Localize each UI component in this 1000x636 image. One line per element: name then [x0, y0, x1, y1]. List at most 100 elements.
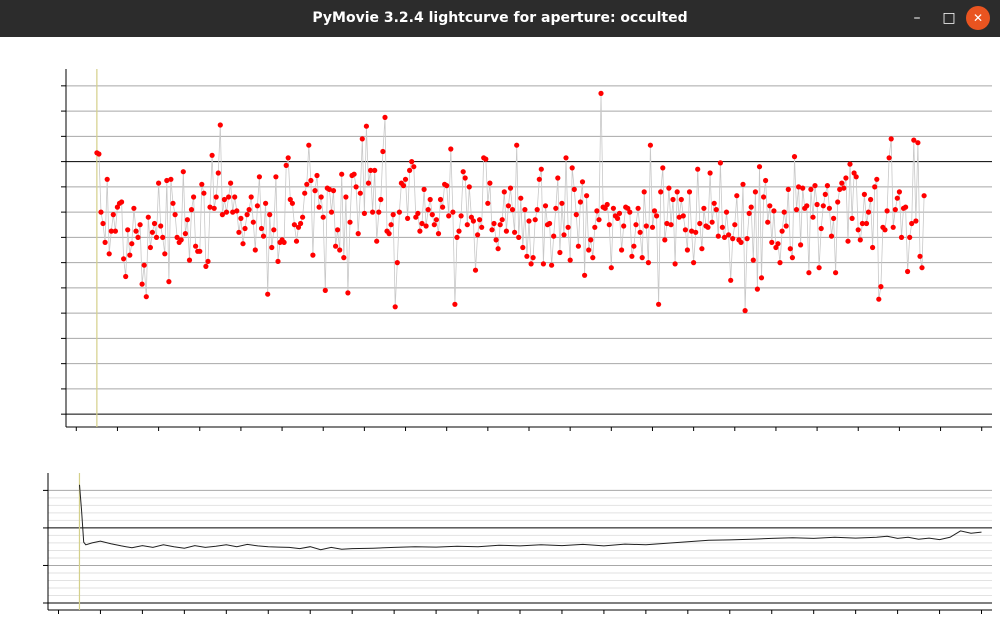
data-point [658, 189, 664, 195]
data-point [843, 175, 849, 181]
data-point [668, 222, 674, 228]
data-point [503, 228, 509, 234]
data-point [526, 218, 532, 224]
data-point [174, 234, 180, 240]
data-point [647, 142, 654, 148]
lightcurve-plots[interactable] [0, 37, 1000, 636]
data-point [281, 239, 287, 245]
data-point [260, 233, 267, 239]
data-point [102, 239, 108, 245]
data-point [573, 212, 579, 218]
data-point [721, 234, 728, 240]
data-point [664, 220, 670, 227]
data-point [110, 212, 116, 218]
data-point [501, 189, 507, 195]
data-point [872, 184, 878, 190]
data-point [651, 208, 658, 214]
data-point [295, 224, 302, 230]
data-point [499, 217, 505, 223]
data-point [905, 268, 911, 275]
data-point [400, 183, 407, 189]
data-point [211, 205, 217, 211]
data-point [800, 185, 806, 191]
data-point [530, 255, 536, 261]
data-point [304, 181, 310, 187]
data-point [744, 236, 750, 242]
data-point [627, 209, 633, 215]
data-point [147, 244, 153, 251]
data-point [98, 209, 104, 215]
signal-chart[interactable] [61, 69, 992, 431]
data-point [228, 180, 234, 186]
data-point [709, 219, 715, 225]
data-point [697, 220, 703, 227]
data-point [221, 196, 227, 203]
data-point [326, 186, 332, 192]
close-button[interactable]: ✕ [966, 6, 990, 30]
data-point [421, 186, 427, 192]
data-point [127, 252, 133, 258]
data-point [411, 164, 417, 170]
data-point [417, 228, 423, 234]
data-point [542, 203, 549, 209]
data-point [121, 256, 127, 262]
data-point [232, 194, 238, 200]
data-point [509, 207, 516, 213]
data-point [608, 265, 614, 271]
data-point [458, 213, 464, 219]
data-point [472, 267, 479, 273]
data-point [730, 236, 736, 242]
data-point [726, 232, 732, 238]
data-point [763, 177, 769, 184]
data-point [413, 214, 419, 220]
data-point [96, 151, 102, 157]
minimize-button[interactable]: – [913, 10, 921, 26]
data-point [616, 210, 623, 216]
data-point [748, 204, 754, 210]
data-point [166, 279, 172, 285]
data-point [639, 255, 645, 261]
data-point [405, 215, 411, 221]
data-point [557, 249, 563, 256]
data-point [357, 190, 363, 196]
data-point [145, 214, 151, 220]
data-point [135, 234, 141, 240]
data-point [590, 255, 596, 261]
data-point [824, 183, 831, 189]
data-point [604, 201, 610, 208]
data-point [123, 273, 129, 280]
data-point [444, 183, 450, 189]
pixel-count-chart[interactable] [43, 473, 992, 614]
data-point [791, 154, 798, 160]
data-point [242, 225, 248, 232]
data-point [563, 155, 569, 161]
data-point [701, 205, 707, 211]
data-point [845, 238, 851, 244]
data-point [158, 223, 164, 229]
data-point [528, 261, 534, 267]
data-point [765, 219, 771, 225]
data-point [804, 203, 810, 209]
data-point [491, 220, 497, 227]
data-point [193, 243, 199, 249]
data-point [833, 270, 839, 276]
data-point [719, 224, 726, 230]
data-point [316, 204, 322, 210]
data-point [538, 166, 544, 172]
data-point [678, 196, 684, 203]
data-point [851, 170, 857, 176]
data-point [100, 220, 106, 227]
data-point [822, 191, 828, 197]
data-point [269, 244, 275, 251]
data-point [172, 212, 178, 218]
data-point [215, 170, 221, 176]
data-point [271, 227, 277, 233]
data-point [178, 237, 184, 243]
data-point [466, 184, 472, 190]
data-point [168, 176, 174, 182]
data-point [226, 194, 232, 200]
data-point [641, 189, 647, 195]
data-point [487, 180, 493, 186]
data-point [328, 209, 335, 215]
maximize-button[interactable]: □ [942, 10, 956, 26]
